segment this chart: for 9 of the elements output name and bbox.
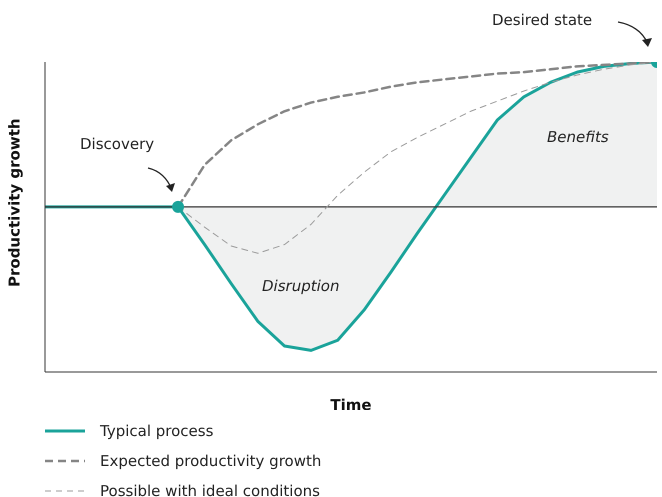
text: Desired state <box>492 11 592 29</box>
y-axis-title: Productivity growth <box>5 118 24 287</box>
annotation: Benefits <box>547 128 609 146</box>
annotation: Disruption <box>262 277 340 295</box>
legend-label: Expected productivity growth <box>100 452 322 470</box>
x-axis-title: Time <box>330 396 372 414</box>
annotation: Discovery <box>80 135 154 153</box>
legend-label: Typical process <box>100 422 214 440</box>
legend-label: Possible with ideal conditions <box>100 482 320 497</box>
